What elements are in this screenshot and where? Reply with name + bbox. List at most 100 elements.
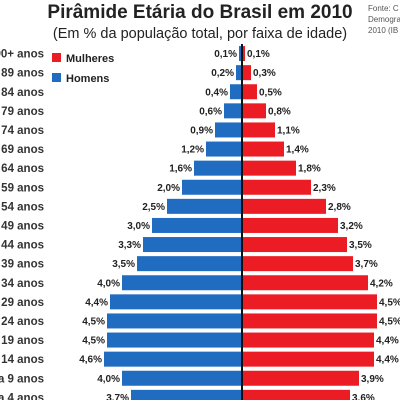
bar-mulheres xyxy=(242,179,311,195)
data-label-mulheres: 4,2% xyxy=(370,278,393,289)
bar-homens xyxy=(107,332,242,348)
chart-subtitle: (Em % da população total, por faixa de i… xyxy=(52,26,348,42)
data-label-homens: 4,6% xyxy=(79,355,102,366)
bar-homens xyxy=(194,160,242,176)
data-label-mulheres: 3,2% xyxy=(340,221,363,232)
data-label-homens: 4,5% xyxy=(82,316,105,327)
data-label-homens: 0,9% xyxy=(190,125,213,136)
legend-label-homens: Homens xyxy=(66,73,109,85)
legend-swatch-mulheres xyxy=(52,53,61,62)
bar-homens xyxy=(239,46,242,62)
data-label-homens: 0,6% xyxy=(199,106,222,117)
data-label-mulheres: 0,5% xyxy=(259,87,282,98)
bar-mulheres xyxy=(242,294,377,310)
bar-homens xyxy=(131,389,242,400)
data-label-homens: 2,5% xyxy=(142,202,165,213)
data-label-mulheres: 4,4% xyxy=(376,355,399,366)
source-line-3: 2010 (IB xyxy=(368,26,399,35)
data-label-homens: 3,5% xyxy=(112,259,135,270)
age-tick-label: 74 anos xyxy=(1,125,44,137)
bar-mulheres xyxy=(242,46,245,62)
data-label-homens: 3,0% xyxy=(127,221,150,232)
age-tick-label: 29 anos xyxy=(1,297,44,309)
data-label-homens: 3,3% xyxy=(118,240,141,251)
data-label-mulheres: 3,5% xyxy=(349,240,372,251)
age-tick-label: 44 anos xyxy=(1,240,44,252)
data-label-homens: 0,2% xyxy=(211,68,234,79)
data-label-homens: 1,6% xyxy=(169,164,192,175)
bar-homens xyxy=(107,313,242,329)
data-label-homens: 0,4% xyxy=(205,87,228,98)
bar-homens xyxy=(122,275,242,291)
data-label-homens: 3,7% xyxy=(106,393,129,400)
bar-mulheres xyxy=(242,351,374,367)
data-label-mulheres: 3,6% xyxy=(352,393,375,400)
legend-label-mulheres: Mulheres xyxy=(66,53,114,65)
bar-mulheres xyxy=(242,313,377,329)
bar-homens xyxy=(167,198,242,214)
data-label-mulheres: 1,4% xyxy=(286,145,309,156)
age-tick-label: 54 anos xyxy=(1,201,44,213)
bar-homens xyxy=(230,84,242,100)
data-label-mulheres: 4,5% xyxy=(379,297,400,308)
data-label-homens: 4,4% xyxy=(85,297,108,308)
data-label-mulheres: 4,4% xyxy=(376,336,399,347)
data-label-mulheres: 3,9% xyxy=(361,374,384,385)
data-label-homens: 0,1% xyxy=(214,49,237,60)
age-tick-label: 64 anos xyxy=(1,163,44,175)
age-tick-label: 84 anos xyxy=(1,87,44,99)
data-label-mulheres: 0,1% xyxy=(247,49,270,60)
source-line-2: Demogra xyxy=(368,15,400,24)
age-tick-label: 34 anos xyxy=(1,278,44,290)
age-tick-label: 69 anos xyxy=(1,144,44,156)
bar-homens xyxy=(122,370,242,386)
bar-homens xyxy=(206,141,242,157)
source-note: Fonte: C Demogra 2010 (IB xyxy=(368,3,400,36)
bar-homens xyxy=(104,351,242,367)
data-label-homens: 2,0% xyxy=(157,183,180,194)
age-tick-label: 19 anos xyxy=(1,335,44,347)
age-tick-label: 14 anos xyxy=(1,354,44,366)
legend-swatch-homens xyxy=(52,73,61,82)
age-tick-label: 79 anos xyxy=(1,106,44,118)
age-tick-label: a 9 anos xyxy=(0,373,44,385)
bar-mulheres xyxy=(242,122,275,138)
data-label-homens: 4,5% xyxy=(82,336,105,347)
bar-homens xyxy=(110,294,242,310)
data-label-homens: 1,2% xyxy=(181,145,204,156)
chart-title: Pirâmide Etária do Brasil em 2010 xyxy=(47,2,353,23)
data-label-mulheres: 3,7% xyxy=(355,259,378,270)
bar-homens xyxy=(152,217,242,233)
bar-homens xyxy=(215,122,242,138)
bar-mulheres xyxy=(242,389,350,400)
bar-mulheres xyxy=(242,275,368,291)
data-label-mulheres: 0,3% xyxy=(253,68,276,79)
age-tick-label: 49 anos xyxy=(1,220,44,232)
data-label-mulheres: 0,8% xyxy=(268,106,291,117)
bar-mulheres xyxy=(242,65,251,81)
bar-homens xyxy=(137,256,242,272)
source-line-1: Fonte: C xyxy=(368,4,399,13)
data-label-mulheres: 2,3% xyxy=(313,183,336,194)
data-label-mulheres: 4,5% xyxy=(379,316,400,327)
data-label-mulheres: 2,8% xyxy=(328,202,351,213)
bar-mulheres xyxy=(242,256,353,272)
age-tick-label: 89 anos xyxy=(1,68,44,80)
data-label-mulheres: 1,1% xyxy=(277,125,300,136)
bar-homens xyxy=(182,179,242,195)
bar-homens xyxy=(143,237,242,253)
age-tick-label: 24 anos xyxy=(1,316,44,328)
bar-homens xyxy=(236,65,242,81)
bar-mulheres xyxy=(242,332,374,348)
data-label-homens: 4,0% xyxy=(97,278,120,289)
age-tick-label: 39 anos xyxy=(1,259,44,271)
bar-mulheres xyxy=(242,141,284,157)
age-tick-label: a 4 anos xyxy=(0,392,44,400)
bar-mulheres xyxy=(242,103,266,119)
data-label-homens: 4,0% xyxy=(97,374,120,385)
bar-mulheres xyxy=(242,237,347,253)
bar-mulheres xyxy=(242,217,338,233)
bar-mulheres xyxy=(242,198,326,214)
bar-mulheres xyxy=(242,84,257,100)
